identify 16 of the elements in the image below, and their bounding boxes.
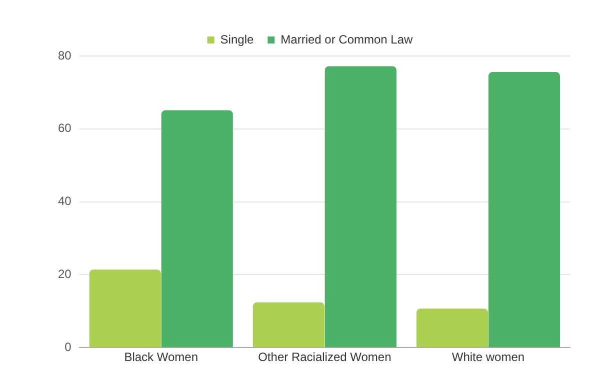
x-tick-label: Other Racialized Women (258, 350, 392, 364)
bar (416, 308, 488, 348)
bar (89, 270, 161, 348)
bar (324, 66, 396, 348)
y-tick-label: 20 (58, 267, 72, 282)
legend-label: Married or Common Law (280, 32, 414, 46)
x-tick-label: White women (452, 350, 525, 364)
y-tick-label: 40 (58, 194, 72, 208)
bar (488, 72, 560, 348)
y-tick-label: 0 (64, 340, 72, 354)
legend-label: Single (220, 32, 254, 46)
y-tick-label: 60 (58, 121, 72, 136)
y-tick-label: 80 (58, 48, 72, 62)
x-tick-label: Black Women (124, 350, 198, 364)
bar (161, 110, 233, 348)
bar (252, 302, 324, 348)
